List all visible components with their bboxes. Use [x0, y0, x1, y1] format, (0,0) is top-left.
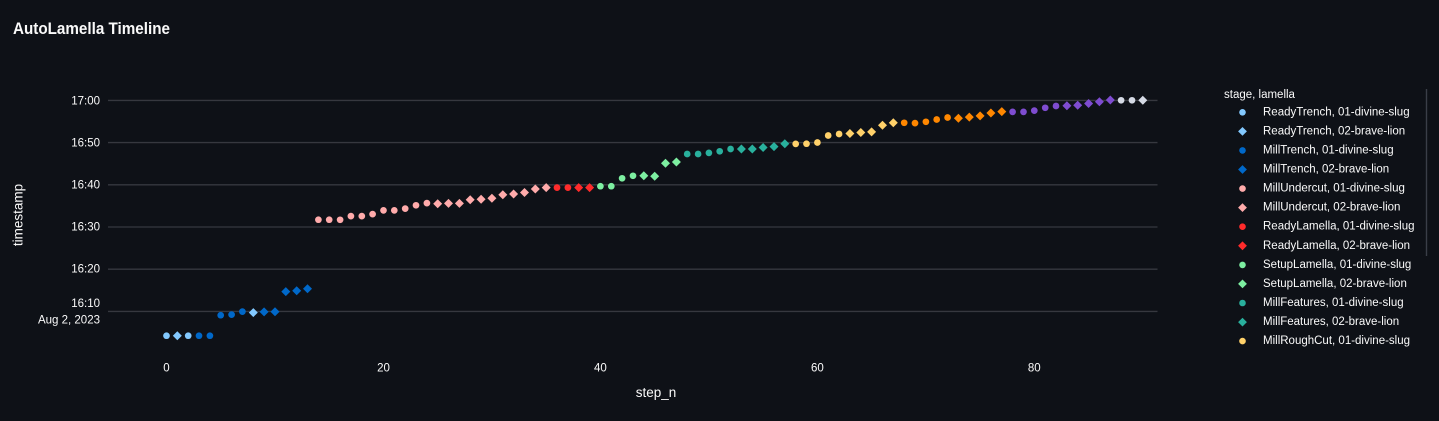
svg-text:80: 80 [1028, 363, 1041, 375]
svg-text:16:10: 16:10 [71, 298, 100, 310]
svg-text:0: 0 [163, 363, 169, 375]
svg-text:timestamp: timestamp [11, 184, 26, 246]
svg-text:17:00: 17:00 [71, 96, 100, 108]
svg-text:ReadyTrench, 02-brave-lion: ReadyTrench, 02-brave-lion [1263, 125, 1405, 137]
svg-text:MillFeatures, 02-brave-lion: MillFeatures, 02-brave-lion [1263, 316, 1399, 328]
svg-text:stage, lamella: stage, lamella [1224, 89, 1296, 101]
svg-text:MillTrench, 02-brave-lion: MillTrench, 02-brave-lion [1263, 164, 1389, 176]
svg-text:MillUndercut, 02-brave-lion: MillUndercut, 02-brave-lion [1263, 202, 1400, 214]
svg-text:Aug 2, 2023: Aug 2, 2023 [38, 315, 100, 327]
svg-text:step_n: step_n [636, 385, 677, 400]
svg-text:16:40: 16:40 [71, 180, 100, 192]
svg-text:SetupLamella, 01-divine-slug: SetupLamella, 01-divine-slug [1263, 259, 1411, 271]
svg-text:ReadyLamella, 02-brave-lion: ReadyLamella, 02-brave-lion [1263, 240, 1410, 252]
svg-text:20: 20 [377, 363, 390, 375]
svg-text:ReadyLamella, 01-divine-slug: ReadyLamella, 01-divine-slug [1263, 221, 1415, 233]
svg-text:MillUndercut, 01-divine-slug: MillUndercut, 01-divine-slug [1263, 183, 1405, 195]
svg-text:MillFeatures, 01-divine-slug: MillFeatures, 01-divine-slug [1263, 297, 1404, 309]
svg-text:60: 60 [811, 363, 824, 375]
svg-text:ReadyTrench, 01-divine-slug: ReadyTrench, 01-divine-slug [1263, 106, 1410, 118]
svg-text:40: 40 [594, 363, 607, 375]
svg-text:16:50: 16:50 [71, 138, 100, 150]
svg-text:16:30: 16:30 [71, 222, 100, 234]
svg-text:SetupLamella, 02-brave-lion: SetupLamella, 02-brave-lion [1263, 278, 1407, 290]
svg-text:MillRoughCut, 01-divine-slug: MillRoughCut, 01-divine-slug [1263, 335, 1410, 347]
svg-text:16:20: 16:20 [71, 264, 100, 276]
svg-text:MillTrench, 01-divine-slug: MillTrench, 01-divine-slug [1263, 144, 1394, 156]
